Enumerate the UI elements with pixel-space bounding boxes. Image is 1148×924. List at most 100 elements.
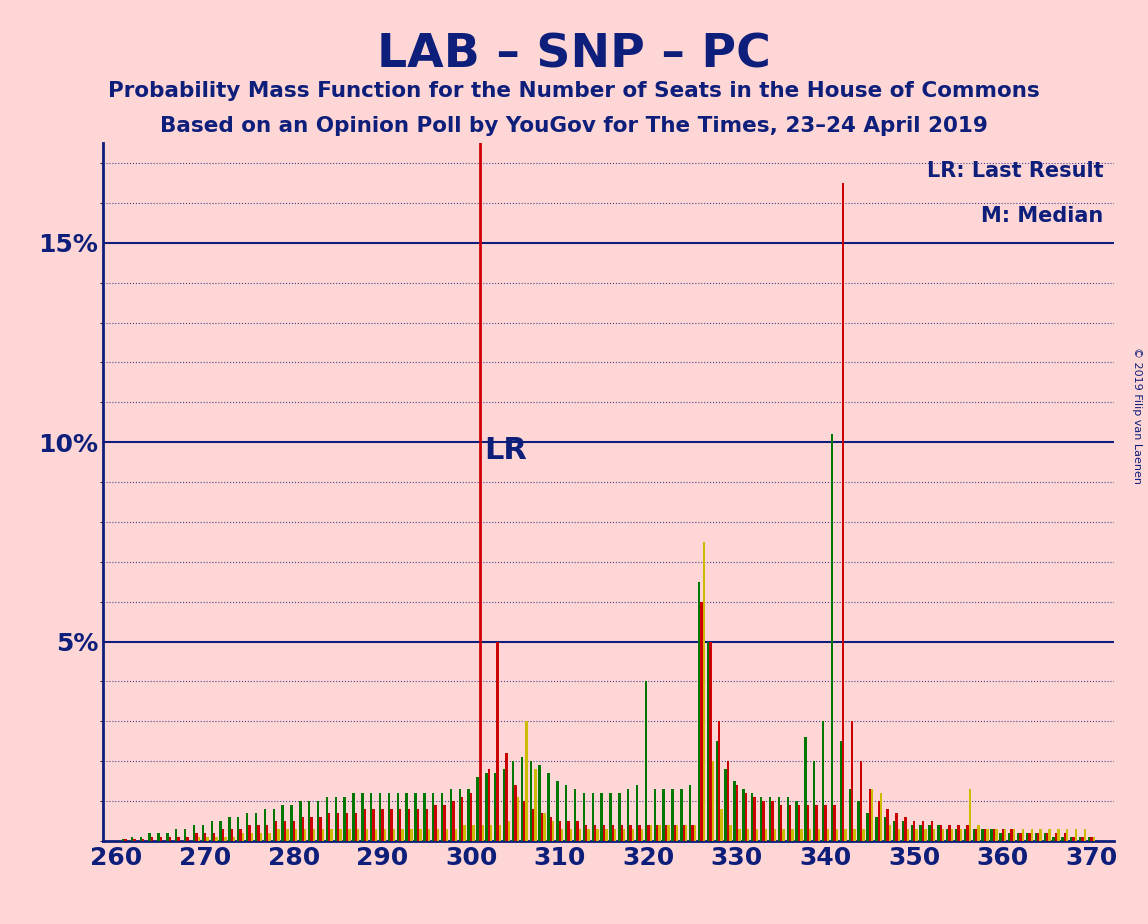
Bar xyxy=(745,793,747,841)
Bar xyxy=(514,785,517,841)
Bar xyxy=(464,825,466,841)
Bar xyxy=(452,801,455,841)
Bar xyxy=(374,829,378,841)
Bar xyxy=(672,789,674,841)
Bar xyxy=(266,825,269,841)
Bar xyxy=(943,829,945,841)
Bar xyxy=(383,829,386,841)
Bar xyxy=(641,829,643,841)
Bar xyxy=(658,825,661,841)
Bar xyxy=(210,821,212,841)
Bar xyxy=(1070,837,1072,841)
Bar xyxy=(1029,833,1031,841)
Bar xyxy=(993,829,995,841)
Bar xyxy=(512,761,514,841)
Bar xyxy=(715,741,718,841)
Bar xyxy=(1034,833,1037,841)
Bar xyxy=(278,829,280,841)
Bar xyxy=(869,789,871,841)
Bar xyxy=(995,829,998,841)
Bar xyxy=(629,825,631,841)
Bar xyxy=(326,797,328,841)
Bar xyxy=(937,825,939,841)
Bar xyxy=(197,837,200,841)
Bar xyxy=(470,793,472,841)
Bar xyxy=(334,797,338,841)
Bar xyxy=(895,813,898,841)
Bar xyxy=(541,813,543,841)
Bar xyxy=(410,829,412,841)
Bar xyxy=(505,753,507,841)
Bar xyxy=(352,793,355,841)
Bar xyxy=(426,808,428,841)
Bar xyxy=(765,829,767,841)
Bar xyxy=(957,825,960,841)
Bar xyxy=(317,801,319,841)
Bar xyxy=(734,781,736,841)
Bar xyxy=(948,825,951,841)
Bar xyxy=(240,829,242,841)
Bar xyxy=(264,808,266,841)
Bar xyxy=(204,833,207,841)
Bar xyxy=(567,821,569,841)
Bar xyxy=(610,793,612,841)
Bar xyxy=(432,793,434,841)
Bar xyxy=(1055,833,1057,841)
Bar xyxy=(428,829,430,841)
Bar xyxy=(248,825,250,841)
Bar xyxy=(1093,837,1095,841)
Bar xyxy=(667,825,669,841)
Bar xyxy=(901,821,905,841)
Bar xyxy=(1031,829,1033,841)
Bar xyxy=(603,825,605,841)
Bar xyxy=(284,821,286,841)
Bar xyxy=(843,183,845,841)
Bar xyxy=(304,829,307,841)
Bar xyxy=(922,821,924,841)
Bar xyxy=(969,789,971,841)
Bar xyxy=(982,829,984,841)
Bar xyxy=(689,785,691,841)
Bar xyxy=(207,837,209,841)
Bar xyxy=(346,813,348,841)
Bar xyxy=(791,829,793,841)
Bar xyxy=(559,821,561,841)
Text: LAB – SNP – PC: LAB – SNP – PC xyxy=(377,32,771,78)
Bar xyxy=(255,813,257,841)
Bar xyxy=(521,757,523,841)
Bar xyxy=(242,833,245,841)
Bar xyxy=(783,829,785,841)
Bar xyxy=(424,793,426,841)
Bar xyxy=(827,829,829,841)
Bar xyxy=(455,829,457,841)
Bar xyxy=(459,789,461,841)
Bar xyxy=(986,829,988,841)
Bar xyxy=(707,641,709,841)
Bar xyxy=(488,769,490,841)
Bar xyxy=(216,837,218,841)
Bar xyxy=(372,808,374,841)
Bar xyxy=(650,825,652,841)
Bar xyxy=(860,761,862,841)
Bar xyxy=(727,761,729,841)
Bar xyxy=(195,833,197,841)
Text: Based on an Opinion Poll by YouGov for The Times, 23–24 April 2019: Based on an Opinion Poll by YouGov for T… xyxy=(160,116,988,136)
Bar xyxy=(1075,829,1077,841)
Bar xyxy=(700,602,703,841)
Bar xyxy=(851,722,853,841)
Text: LR: Last Result: LR: Last Result xyxy=(926,161,1103,181)
Bar xyxy=(984,829,986,841)
Bar xyxy=(124,839,126,841)
Bar xyxy=(683,825,685,841)
Bar xyxy=(193,825,195,841)
Bar xyxy=(388,793,390,841)
Bar xyxy=(884,817,886,841)
Bar xyxy=(712,761,714,841)
Bar xyxy=(1048,829,1050,841)
Bar xyxy=(437,829,440,841)
Bar xyxy=(1084,829,1086,841)
Bar xyxy=(1017,833,1019,841)
Bar xyxy=(913,821,915,841)
Bar xyxy=(736,785,738,841)
Bar xyxy=(523,801,526,841)
